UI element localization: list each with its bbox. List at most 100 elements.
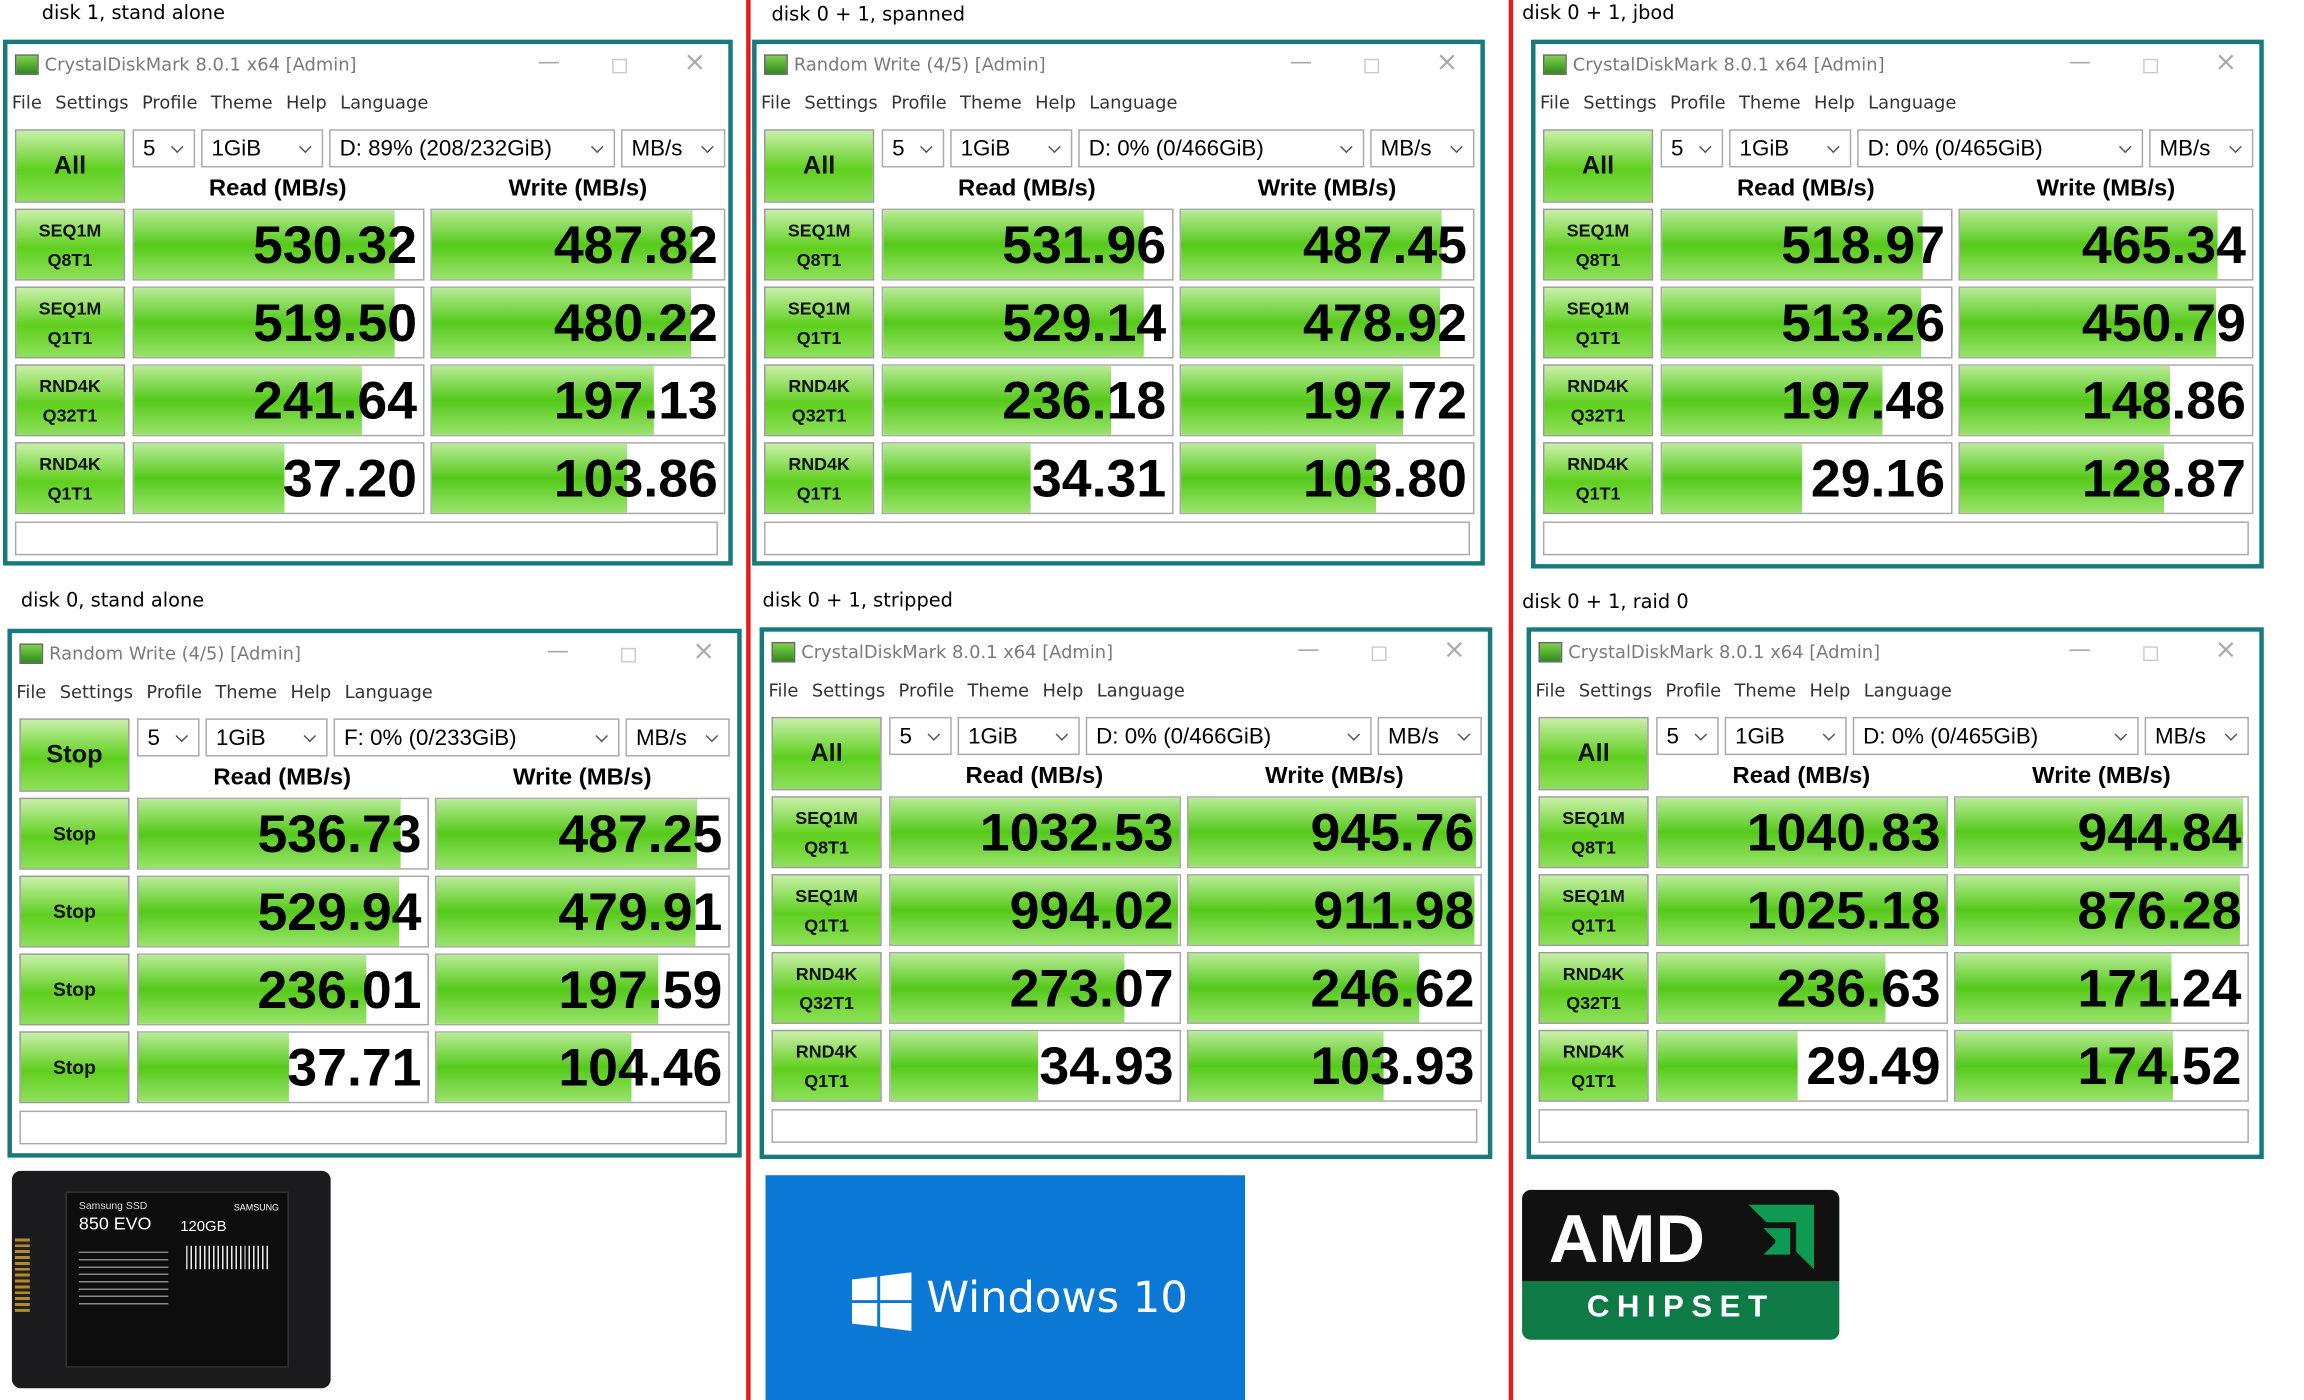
menu-item[interactable]: Theme <box>210 92 273 114</box>
test-button[interactable]: RND4K Q32T1 <box>771 951 882 1024</box>
test-button[interactable]: SEQ1M Q8T1 <box>771 796 882 869</box>
size-select[interactable]: 1GiB <box>201 129 324 168</box>
test-button[interactable]: SEQ1M Q1T1 <box>14 286 126 359</box>
test-button[interactable]: RND4K Q1T1 <box>1538 1029 1649 1102</box>
size-select[interactable]: 1GiB <box>1724 716 1847 756</box>
unit-select[interactable]: MB/s <box>1377 716 1482 756</box>
test-button[interactable]: RND4K Q32T1 <box>1538 951 1649 1024</box>
test-button[interactable]: RND4K Q1T1 <box>1542 442 1654 515</box>
close-button[interactable]: × <box>1435 47 1459 78</box>
count-select[interactable]: 5 <box>1656 716 1719 756</box>
run-button[interactable]: Stop <box>19 718 130 792</box>
menu-item[interactable]: Language <box>1868 92 1957 114</box>
maximize-button[interactable] <box>2143 58 2159 74</box>
close-button[interactable]: × <box>683 47 707 78</box>
menu-item[interactable]: Language <box>1089 92 1178 114</box>
test-button[interactable]: Stop <box>19 953 130 1026</box>
drive-select[interactable]: D: 89% (208/232GiB) <box>329 129 616 168</box>
unit-select[interactable]: MB/s <box>625 718 730 757</box>
count-select[interactable]: 5 <box>137 718 200 757</box>
test-button[interactable]: RND4K Q1T1 <box>764 442 875 515</box>
drive-select[interactable]: D: 0% (0/465GiB) <box>1852 716 2139 756</box>
maximize-button[interactable] <box>1364 58 1380 74</box>
menu-item[interactable]: Language <box>340 92 429 114</box>
count-select[interactable]: 5 <box>881 129 945 168</box>
menu-item[interactable]: Theme <box>960 92 1022 114</box>
menu-item[interactable]: Profile <box>141 92 198 114</box>
count-select[interactable]: 5 <box>132 129 196 168</box>
menu-item[interactable]: Help <box>1814 92 1855 114</box>
run-button[interactable]: All <box>1542 129 1654 203</box>
test-button[interactable]: SEQ1M Q1T1 <box>1538 874 1649 947</box>
close-button[interactable]: × <box>2214 47 2238 78</box>
drive-select[interactable]: D: 0% (0/466GiB) <box>1078 129 1365 168</box>
test-button[interactable]: RND4K Q32T1 <box>14 364 126 437</box>
menu-item[interactable]: Help <box>1809 680 1851 701</box>
minimize-button[interactable]: — <box>2068 636 2092 663</box>
menu-item[interactable]: Help <box>285 92 327 114</box>
menu-item[interactable]: Language <box>1863 680 1952 701</box>
close-button[interactable]: × <box>1443 634 1466 666</box>
minimize-button[interactable]: — <box>537 48 560 75</box>
menu-item[interactable]: Settings <box>804 92 878 114</box>
minimize-button[interactable]: — <box>2068 48 2092 75</box>
menu-item[interactable]: Theme <box>1738 92 1801 114</box>
minimize-button[interactable]: — <box>546 637 569 665</box>
size-select[interactable]: 1GiB <box>957 716 1080 756</box>
test-button[interactable]: RND4K Q32T1 <box>764 364 875 437</box>
test-button[interactable]: SEQ1M Q1T1 <box>771 874 882 947</box>
unit-select[interactable]: MB/s <box>2149 129 2254 168</box>
unit-select[interactable]: MB/s <box>2144 716 2249 756</box>
menu-item[interactable]: Settings <box>1578 680 1653 701</box>
test-button[interactable]: Stop <box>19 1031 130 1104</box>
menu-item[interactable]: Help <box>1042 680 1084 701</box>
test-button[interactable]: SEQ1M Q8T1 <box>764 208 875 281</box>
maximize-button[interactable] <box>1371 646 1387 662</box>
unit-select[interactable]: MB/s <box>1370 129 1475 168</box>
menu-item[interactable]: Settings <box>55 92 129 114</box>
menu-item[interactable]: Help <box>290 681 332 703</box>
drive-select[interactable]: F: 0% (0/233GiB) <box>333 718 620 757</box>
count-select[interactable]: 5 <box>1660 129 1724 168</box>
count-select[interactable]: 5 <box>889 716 952 756</box>
maximize-button[interactable] <box>2143 646 2159 662</box>
test-button[interactable]: Stop <box>19 797 130 870</box>
size-select[interactable]: 1GiB <box>1729 129 1852 168</box>
menu-item[interactable]: Profile <box>1670 92 1726 114</box>
drive-select[interactable]: D: 0% (0/465GiB) <box>1857 129 2144 168</box>
test-button[interactable]: RND4K Q1T1 <box>14 442 126 515</box>
menu-item[interactable]: Theme <box>1734 680 1797 701</box>
menu-item[interactable]: Help <box>1035 92 1076 114</box>
menu-item[interactable]: Theme <box>215 681 278 703</box>
menu-item[interactable]: Profile <box>1665 680 1722 701</box>
menu-item[interactable]: File <box>761 92 791 114</box>
maximize-button[interactable] <box>621 647 636 663</box>
test-button[interactable]: SEQ1M Q8T1 <box>1538 796 1649 869</box>
menu-item[interactable]: File <box>11 92 42 114</box>
test-button[interactable]: SEQ1M Q8T1 <box>1542 208 1654 281</box>
drive-select[interactable]: D: 0% (0/466GiB) <box>1085 716 1372 756</box>
close-button[interactable]: × <box>2214 634 2238 666</box>
run-button[interactable]: All <box>771 716 882 791</box>
size-select[interactable]: 1GiB <box>950 129 1073 168</box>
unit-select[interactable]: MB/s <box>621 129 726 168</box>
menu-item[interactable]: Settings <box>1583 92 1657 114</box>
test-button[interactable]: RND4K Q1T1 <box>771 1029 882 1102</box>
menu-item[interactable]: Language <box>1096 680 1185 701</box>
menu-item[interactable]: Settings <box>811 680 886 701</box>
test-button[interactable]: Stop <box>19 875 130 948</box>
menu-item[interactable]: File <box>1539 92 1570 114</box>
test-button[interactable]: RND4K Q32T1 <box>1542 364 1654 437</box>
test-button[interactable]: SEQ1M Q1T1 <box>764 286 875 359</box>
menu-item[interactable]: Settings <box>59 681 134 703</box>
run-button[interactable]: All <box>1538 716 1649 791</box>
maximize-button[interactable] <box>612 58 628 74</box>
test-button[interactable]: SEQ1M Q8T1 <box>14 208 126 281</box>
menu-item[interactable]: File <box>16 681 47 703</box>
test-button[interactable]: SEQ1M Q1T1 <box>1542 286 1654 359</box>
menu-item[interactable]: File <box>768 680 799 701</box>
size-select[interactable]: 1GiB <box>205 718 328 757</box>
menu-item[interactable]: Theme <box>967 680 1030 701</box>
menu-item[interactable]: Profile <box>891 92 947 114</box>
menu-item[interactable]: File <box>1535 680 1566 701</box>
